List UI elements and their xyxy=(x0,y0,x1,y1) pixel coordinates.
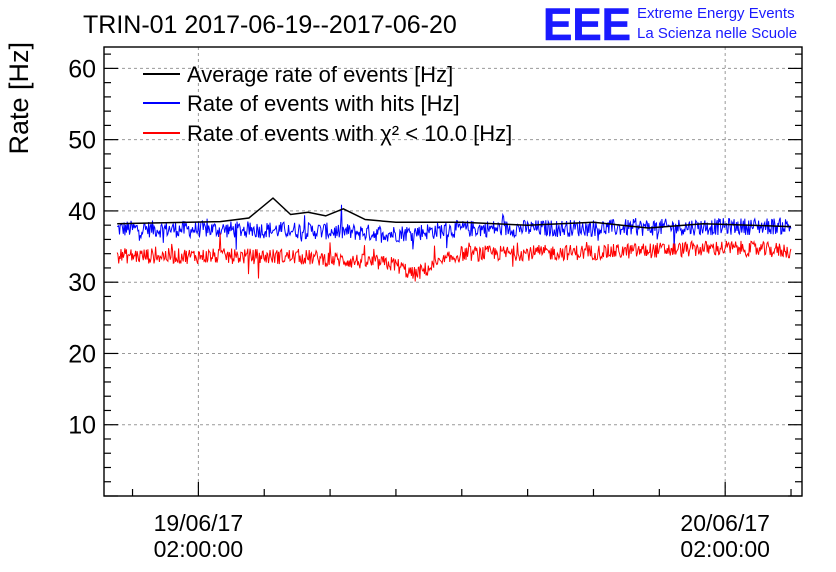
x-tick-label-date: 20/06/17 xyxy=(680,510,770,536)
y-tick-label: 40 xyxy=(68,198,96,226)
x-tick-label-date: 19/06/17 xyxy=(154,510,244,536)
series-layer xyxy=(116,197,792,282)
y-tick-label: 50 xyxy=(68,127,96,155)
legend-label-chi2: Rate of events with χ² < 10.0 [Hz] xyxy=(187,121,512,146)
y-tick-label: 30 xyxy=(68,269,96,297)
series-line-hits xyxy=(116,204,792,250)
y-tick-label: 20 xyxy=(68,340,96,368)
eee-logo: EEE Extreme Energy Events La Scienza nel… xyxy=(543,0,797,50)
plot-frame xyxy=(103,46,803,497)
logo-line1: Extreme Energy Events xyxy=(637,5,795,22)
axes xyxy=(103,46,803,497)
series-line-average xyxy=(117,197,792,229)
legend-label-hits: Rate of events with hits [Hz] xyxy=(187,91,460,116)
x-tick-label-time: 02:00:00 xyxy=(680,536,770,562)
logo-line2: La Scienza nelle Scuole xyxy=(637,25,797,42)
legend: Average rate of events [Hz] Rate of even… xyxy=(143,62,512,146)
series-line-chi2 xyxy=(116,232,792,282)
logo-mark: EEE xyxy=(543,0,631,50)
y-tick-label: 10 xyxy=(68,412,96,440)
grid-lines xyxy=(104,47,802,496)
chart-title: TRIN-01 2017-06-19--2017-06-20 xyxy=(83,11,457,39)
y-axis-label: Rate [Hz] xyxy=(4,42,34,155)
x-tick-label-time: 02:00:00 xyxy=(154,536,244,562)
y-tick-label: 60 xyxy=(68,55,96,83)
legend-label-average: Average rate of events [Hz] xyxy=(187,62,453,87)
tick-labels: 10203040506019/06/1702:00:0020/06/1702:0… xyxy=(68,55,770,562)
